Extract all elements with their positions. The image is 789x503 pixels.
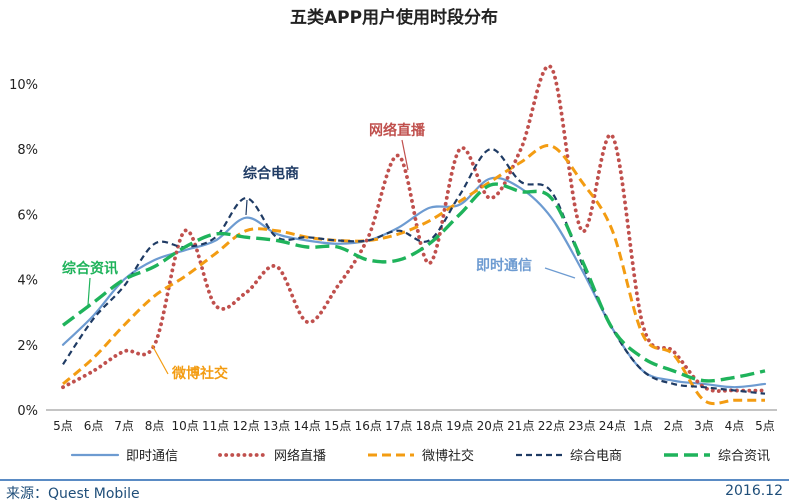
legend-label: 微博社交 [422, 448, 474, 464]
series-line-3 [62, 148, 766, 395]
annotation-leader [151, 344, 169, 375]
series-group [61, 64, 767, 406]
x-tick-label: 5点 [53, 419, 73, 433]
annotation-leader [544, 267, 576, 279]
x-tick-label: 24点 [599, 419, 626, 433]
x-tick-label: 15点 [324, 419, 351, 433]
legend-label: 网络直播 [274, 448, 326, 464]
x-tick-label: 1点 [633, 419, 653, 433]
y-tick-label: 8% [17, 143, 38, 158]
source-text: 来源：Quest Mobile [6, 486, 140, 502]
annotation-leader [87, 277, 91, 306]
legend-label: 综合电商 [570, 449, 622, 464]
x-tick-label: 5点 [755, 419, 775, 433]
x-tick-label: 11点 [202, 419, 229, 433]
x-tick-label: 6点 [84, 419, 104, 433]
x-tick-label: 8点 [145, 419, 165, 433]
x-tick-label: 10点 [171, 419, 198, 433]
x-axis: 5点 6点 7点 8点 10点 11点 12点 13点 14点 15点 16点 17点 18点 19点 20… [53, 419, 775, 433]
annotation-leader [401, 139, 409, 171]
x-tick-label: 7点 [114, 419, 134, 433]
legend: 即时通信 网络直播 微博社交 综合电商 综合资讯 [70, 448, 770, 464]
annotation-label: 即时通信 [476, 257, 532, 274]
y-axis: 0% 2% 4% 6% 8% 10% [9, 78, 38, 419]
x-tick-label: 22点 [538, 419, 565, 433]
x-tick-label: 13点 [263, 419, 290, 433]
date-text: 2016.12 [725, 483, 783, 499]
annotation-label: 综合电商 [243, 165, 299, 182]
y-tick-label: 10% [9, 78, 38, 93]
x-tick-label: 14点 [294, 419, 321, 433]
x-tick-label: 20点 [477, 419, 504, 433]
series-line-4 [61, 182, 766, 383]
x-tick-label: 18点 [416, 419, 443, 433]
x-tick-label: 16点 [355, 419, 382, 433]
annotation-leader [245, 199, 248, 216]
annotation-label: 微博社交 [171, 365, 228, 382]
x-tick-label: 23点 [568, 419, 595, 433]
annotation-label: 网络直播 [369, 122, 426, 139]
legend-label: 即时通信 [126, 449, 178, 464]
y-tick-label: 2% [17, 339, 38, 354]
legend-label: 综合资讯 [718, 449, 770, 464]
x-tick-label: 2点 [664, 419, 684, 433]
annotation-label: 综合资讯 [62, 260, 118, 277]
series-line-2 [62, 143, 765, 406]
series-line-1 [61, 64, 767, 393]
chart-title: 五类APP用户使用时段分布 [290, 7, 498, 28]
x-tick-label: 12点 [232, 419, 259, 433]
x-tick-label: 4点 [725, 419, 745, 433]
y-tick-label: 6% [17, 208, 38, 223]
y-tick-label: 0% [17, 404, 38, 419]
y-tick-label: 4% [17, 274, 38, 289]
x-tick-label: 19点 [446, 419, 473, 433]
x-tick-label: 17点 [385, 419, 412, 433]
footer-divider [0, 479, 789, 481]
x-tick-label: 21点 [507, 419, 534, 433]
x-tick-label: 3点 [694, 419, 714, 433]
footer: 来源：Quest Mobile 2016.12 [0, 481, 789, 503]
